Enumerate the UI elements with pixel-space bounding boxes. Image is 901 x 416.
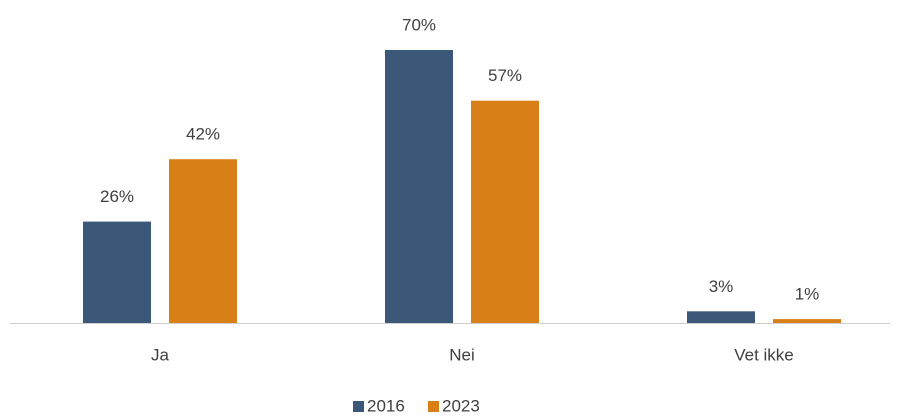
legend-label: 2023 xyxy=(442,396,480,415)
data-label: 26% xyxy=(100,187,134,206)
legend-swatch xyxy=(353,401,364,412)
legend-label: 2016 xyxy=(367,396,405,415)
x-tick-label: Nei xyxy=(449,345,475,364)
data-label: 57% xyxy=(488,66,522,85)
bar xyxy=(773,319,841,323)
data-label: 3% xyxy=(709,277,734,296)
bar xyxy=(687,311,755,323)
bar xyxy=(385,50,453,323)
data-label: 42% xyxy=(186,125,220,144)
x-tick-label: Ja xyxy=(151,345,170,364)
legend-swatch xyxy=(428,401,439,412)
bar xyxy=(83,221,151,323)
data-label: 1% xyxy=(795,285,820,304)
bar xyxy=(169,159,237,323)
x-tick-label: Vet ikke xyxy=(734,345,794,364)
data-label: 70% xyxy=(402,15,436,34)
bar xyxy=(471,100,539,323)
